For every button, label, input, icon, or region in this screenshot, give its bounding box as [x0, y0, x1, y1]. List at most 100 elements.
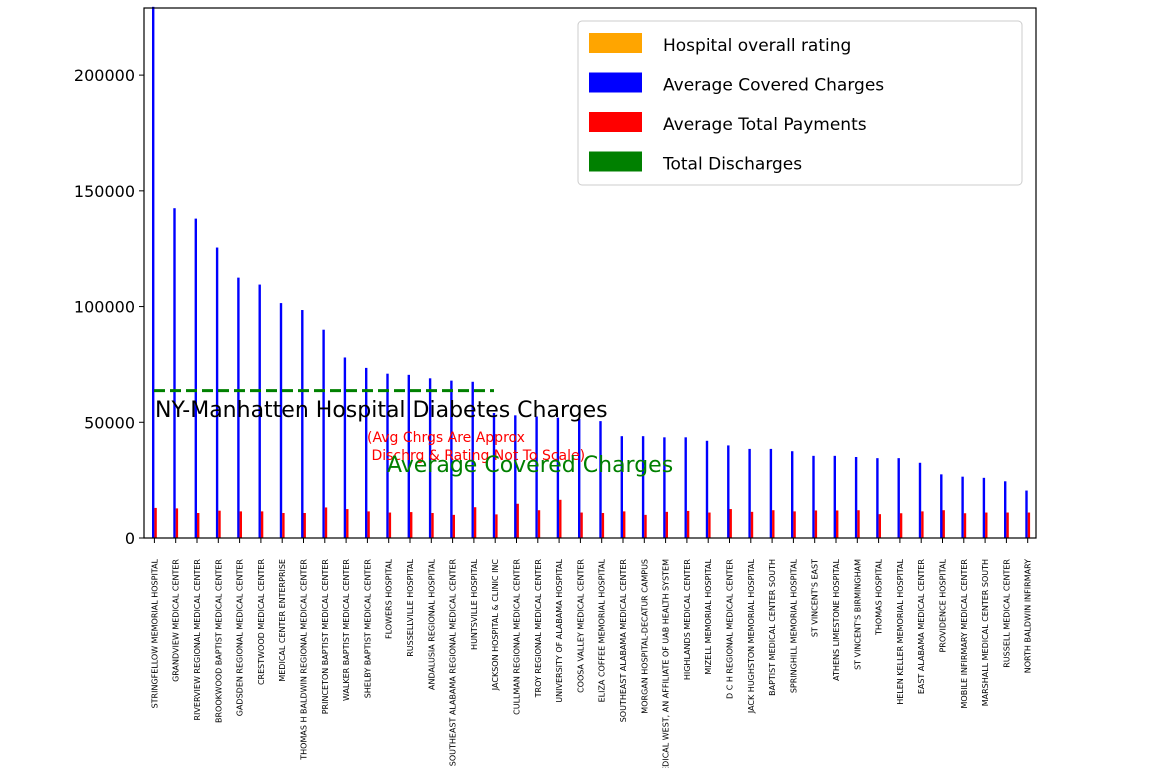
bar — [367, 511, 370, 538]
bar — [623, 511, 626, 538]
legend: Hospital overall rating Average Covered C… — [577, 20, 1023, 186]
x-tick-label: CRESTWOOD MEDICAL CENTER — [257, 559, 266, 685]
bar — [644, 514, 647, 538]
bar — [708, 512, 711, 538]
bar — [428, 378, 432, 538]
bar — [239, 511, 242, 538]
bar — [665, 511, 668, 538]
bar — [772, 510, 775, 538]
y-axis: 0 50000 100000 150000 200000 — [74, 66, 144, 548]
bar — [282, 513, 285, 538]
bar — [175, 508, 179, 538]
legend-swatch — [589, 112, 642, 132]
bar — [857, 510, 860, 538]
x-tick-label: ATHENS LIMESTONE HOSPITAL — [832, 558, 841, 680]
legend-swatch — [589, 151, 642, 172]
legend-swatch — [589, 33, 642, 53]
x-tick-label: MORGAN HOSPITAL-DECATUR CAMPUS — [640, 559, 649, 714]
bar — [578, 418, 581, 538]
x-tick-label: SOUTHEAST ALABAMA REGIONAL MEDICAL CENTE… — [449, 559, 458, 767]
bar — [750, 511, 754, 538]
bar — [684, 437, 687, 538]
bar — [473, 507, 477, 538]
legend-swatch — [589, 72, 642, 93]
bar — [580, 512, 583, 538]
series-2 — [154, 499, 1031, 538]
bar — [388, 512, 392, 538]
bar — [985, 512, 988, 538]
bar — [492, 413, 496, 538]
bar — [1004, 481, 1007, 538]
bar — [686, 510, 690, 538]
x-tick-label: UNIVERSITY OF ALABAMA HOSPITAL — [555, 558, 564, 702]
legend-label: Average Covered Charges — [663, 76, 884, 96]
bar — [769, 448, 773, 538]
x-tick-label: HELEN KELLER MEMORIAL HOSPITAL — [896, 558, 905, 704]
bar — [729, 509, 732, 538]
x-tick-label: ST VINCENT'S EAST — [811, 559, 820, 637]
bar — [961, 476, 964, 538]
x-tick-label: MIZELL MEMORIAL HOSPITAL — [704, 558, 713, 674]
bar — [514, 415, 517, 538]
series-1 — [152, 6, 1028, 539]
x-tick-label: THOMAS H BALDWIN REGIONAL MEDICAL CENTER — [300, 559, 309, 761]
legend-entry: Average Covered Charges — [589, 72, 884, 96]
bar — [386, 373, 389, 538]
bar — [727, 445, 730, 538]
bar — [921, 511, 924, 538]
x-tick-label: WALKER BAPTIST MEDICAL CENTER — [342, 559, 351, 701]
bar — [940, 474, 943, 538]
legend-box — [577, 20, 1023, 186]
x-tick-label: SPRINGHILL MEMORIAL HOSPITAL — [789, 558, 798, 693]
legend-entry: Hospital overall rating — [589, 33, 851, 56]
bar — [173, 208, 176, 538]
legend-entry: Average Total Payments — [589, 112, 867, 135]
legend-label: Total Discharges — [662, 155, 802, 175]
y-tick-label: 0 — [125, 529, 135, 548]
annotation-note-line2: Dischrg & Rating Not To Scale) — [367, 448, 585, 464]
x-tick-label: BROOKWOOD BAPTIST MEDICAL CENTER — [214, 559, 223, 723]
bar — [303, 513, 306, 538]
x-tick-label: EAST ALABAMA MEDICAL CENTER — [917, 559, 926, 695]
x-tick-label: MEDICAL CENTER ENTERPRISE — [278, 559, 287, 682]
bar — [537, 510, 541, 538]
bar — [407, 374, 410, 538]
bar — [237, 277, 240, 538]
annotation-average-label: Average Covered Charges — [387, 453, 673, 478]
x-tick-label: ST VINCENT'S BIRMINGHAM — [853, 559, 862, 670]
bar — [963, 513, 967, 538]
bar — [793, 511, 796, 538]
bar — [899, 513, 903, 538]
x-tick-label: ELIZA COFFEE MEMORIAL HOSPITAL — [598, 558, 607, 702]
bar — [599, 421, 602, 538]
x-tick-label: HUNTSVILLE HOSPITAL — [470, 558, 479, 649]
bar — [559, 499, 562, 538]
bar — [1027, 512, 1031, 538]
plot-frame — [143, 7, 1037, 539]
x-tick-label: JACKSON HOSPITAL & CLINIC INC — [491, 559, 500, 692]
bar — [705, 440, 709, 538]
bar — [982, 477, 986, 538]
x-tick-label: CULLMAN REGIONAL MEDICAL CENTER — [513, 559, 522, 715]
y-tick-label: 150000 — [74, 182, 135, 201]
x-tick-label: ANDALUSIA REGIONAL HOSPITAL — [427, 558, 436, 690]
x-tick-label: COOSA VALLEY MEDICAL CENTER — [576, 559, 585, 693]
x-tick-label: RUSSELL MEDICAL CENTER — [1002, 559, 1011, 668]
bar — [854, 457, 858, 538]
annotations: NY-Manhatten Hospital Diabetes Charges (… — [155, 398, 673, 478]
bar — [641, 436, 645, 538]
bar — [918, 462, 922, 538]
bar — [218, 510, 221, 538]
x-tick-label: THOMAS HOSPITAL — [875, 558, 884, 636]
bar — [812, 455, 815, 538]
bar — [814, 510, 818, 538]
x-tick-label: JACK HUGHSTON MEMORIAL HOSPITAL — [747, 558, 756, 714]
bar — [152, 6, 155, 538]
x-tick-label: HIGHLANDS MEDICAL CENTER — [683, 559, 692, 681]
bar — [154, 507, 157, 538]
y-tick-label: 200000 — [74, 66, 135, 85]
bar — [365, 367, 368, 538]
x-tick-label: MARSHALL MEDICAL CENTER SOUTH — [981, 559, 990, 706]
bar — [197, 513, 200, 538]
y-tick-label: 50000 — [84, 413, 135, 432]
